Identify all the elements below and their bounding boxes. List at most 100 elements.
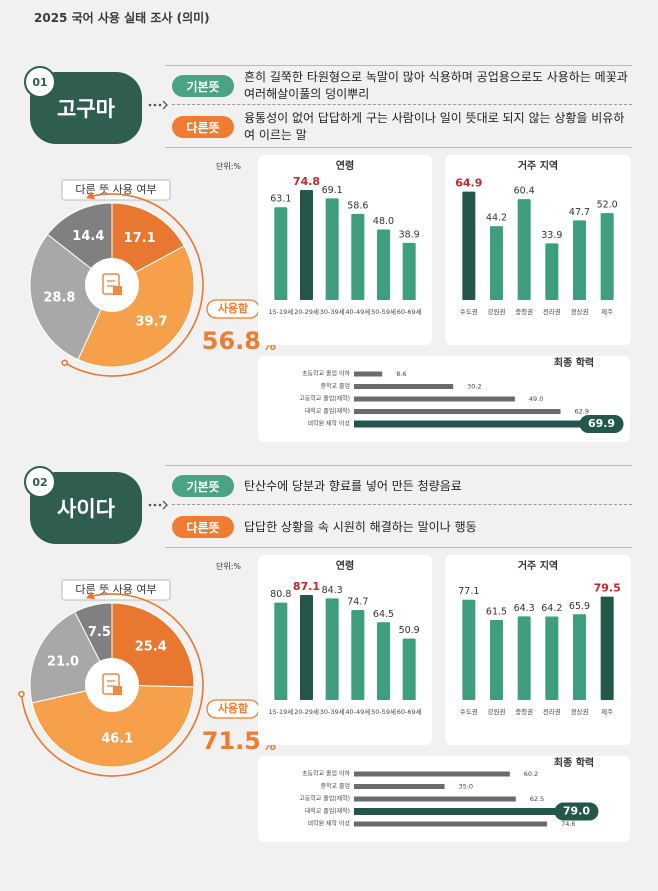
value-label: 87.1 <box>293 580 320 593</box>
y-tick-label: 초등학교 졸업 이하 <box>302 370 350 378</box>
value-label: 48.0 <box>373 216 394 227</box>
value-label: 62.5 <box>530 795 544 803</box>
arrow-head <box>86 591 96 600</box>
value-label: 64.5 <box>373 609 394 620</box>
value-label: 80.8 <box>270 589 291 600</box>
x-tick-label: 수도권 <box>460 708 478 716</box>
bar <box>274 602 288 700</box>
word: 고구마 <box>57 97 115 121</box>
y-tick-label: 대학교 졸업(재학) <box>305 807 350 815</box>
value-label: 49.0 <box>529 395 543 403</box>
value-label: 65.9 <box>569 601 590 612</box>
value-label: 47.7 <box>569 207 590 218</box>
value-label: 77.1 <box>458 586 479 597</box>
x-tick-label: 50-59세 <box>371 307 396 316</box>
x-tick-label: 제주 <box>601 308 613 316</box>
x-tick-label: 충청권 <box>515 707 533 716</box>
value-label: 61.5 <box>486 606 507 617</box>
section: 고구마 01 기본뜻 흔히 길쭉한 타원형으로 녹말이 많아 식용하며 공업용으… <box>0 0 658 400</box>
icon <box>102 673 120 695</box>
value-label: 52.0 <box>597 200 618 211</box>
x-tick-label: 30-39세 <box>320 707 345 716</box>
bar <box>600 596 614 700</box>
value-label: 50.9 <box>399 625 420 636</box>
y-tick-label: 중학교 졸업 <box>320 782 350 790</box>
pie-title: 다른 뜻 사용 여부 <box>75 183 156 196</box>
highlight-label: 사용함 <box>218 301 248 315</box>
arc-arrow <box>20 593 204 777</box>
x-tick-label: 수도권 <box>460 308 478 316</box>
value-pill <box>554 802 599 821</box>
value-label: 35.0 <box>459 783 473 791</box>
word: 사이다 <box>57 497 115 521</box>
bar <box>517 616 531 700</box>
slice-label: 17.1 <box>124 231 156 246</box>
other-label: 다른뜻 <box>172 516 234 538</box>
bar <box>354 784 445 789</box>
arc-end <box>61 359 68 366</box>
x-tick-label: 15-19세 <box>268 307 293 316</box>
highlight-value: 71.5 <box>202 727 261 755</box>
bar <box>354 420 584 428</box>
y-tick-label: 고등학교 졸업(재학) <box>299 795 350 803</box>
bar <box>325 598 339 700</box>
slice-label: 14.4 <box>72 229 104 244</box>
slice-label: 7.5 <box>88 625 111 640</box>
y-tick-label: 대학원 재학 이상 <box>308 420 351 428</box>
x-tick-label: 20-29세 <box>294 307 319 316</box>
bar <box>402 242 416 300</box>
x-tick-label: 60-69세 <box>397 307 422 316</box>
unit: 단위:% <box>216 162 242 171</box>
value-label: 60.4 <box>514 186 535 197</box>
rule <box>165 547 632 548</box>
icon-bg <box>85 658 139 712</box>
value-label: 84.3 <box>322 585 343 596</box>
x-tick-label: 경상권 <box>571 707 589 716</box>
rule <box>165 65 632 66</box>
x-tick-label: 강원권 <box>488 707 506 716</box>
x-tick-label: 강원권 <box>488 307 506 316</box>
value-label: 33.9 <box>541 230 562 241</box>
arrow-head <box>86 191 96 200</box>
x-tick-label: 전라권 <box>543 307 561 316</box>
unit: 단위:% <box>216 562 242 571</box>
rule <box>165 147 632 148</box>
x-tick-label: 전라권 <box>543 707 561 716</box>
bar <box>325 198 339 300</box>
value-label: 74.8 <box>293 175 320 188</box>
x-tick-label: 20-29세 <box>294 707 319 716</box>
value-label: 44.2 <box>486 213 507 224</box>
y-tick-label: 중학교 졸업 <box>320 382 350 390</box>
bar <box>354 796 516 802</box>
divider <box>172 504 632 505</box>
basic-label: 기본뜻 <box>172 75 234 97</box>
x-tick-label: 40-49세 <box>345 707 370 716</box>
highlight-label: 사용함 <box>218 701 248 715</box>
arrow <box>148 500 168 510</box>
arc-arrow <box>64 193 204 377</box>
bar <box>354 371 383 377</box>
icon-bg <box>85 258 139 312</box>
slice-label: 28.8 <box>43 290 75 305</box>
other-meaning: 융통성이 없어 답답하게 구는 사람이나 일이 뜻대로 되지 않는 상황을 비유… <box>244 111 625 142</box>
x-tick-label: 경상권 <box>571 307 589 316</box>
bar <box>545 243 559 300</box>
panel-title: 거주 지역 <box>518 159 558 172</box>
icon <box>113 286 122 295</box>
x-tick-label: 충청권 <box>515 307 533 316</box>
bar <box>462 599 476 700</box>
x-tick-label: 30-39세 <box>320 307 345 316</box>
bar <box>377 229 390 300</box>
value-label: 8.6 <box>396 370 406 378</box>
value-label: 58.6 <box>347 200 368 211</box>
value-label: 60.2 <box>524 770 538 778</box>
panel-title: 최종 학력 <box>554 356 594 369</box>
bar <box>354 384 454 389</box>
bar <box>274 207 288 300</box>
section-number: 02 <box>24 466 56 498</box>
panel-title: 연령 <box>336 159 354 172</box>
panel-title: 거주 지역 <box>518 559 558 572</box>
pie-slice <box>111 202 185 286</box>
